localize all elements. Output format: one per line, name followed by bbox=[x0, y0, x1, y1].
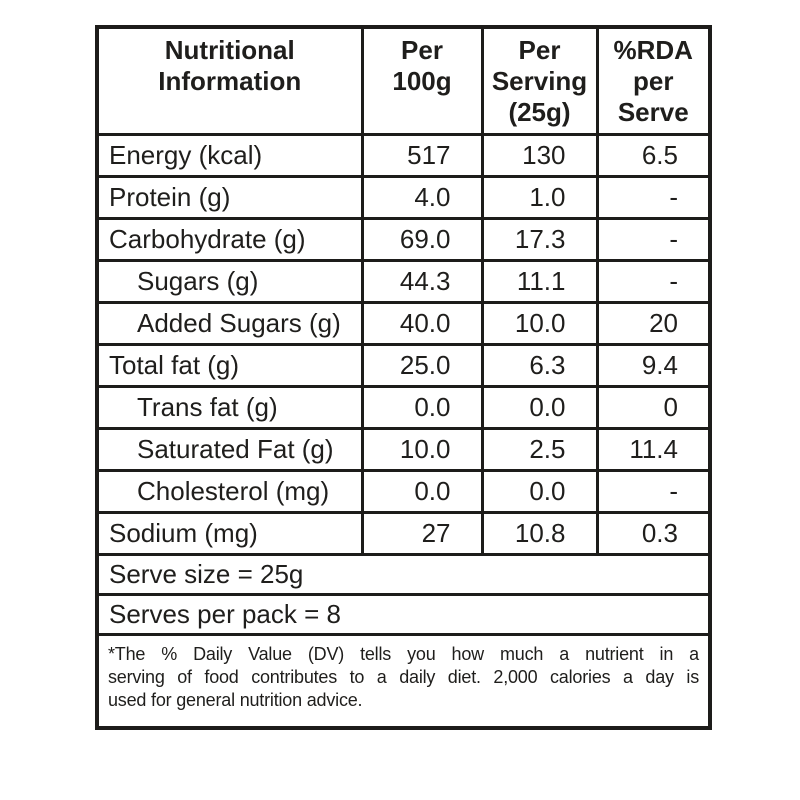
per-serving-value: 17.3 bbox=[480, 216, 599, 262]
footnote-line-1: *The % Daily Value (DV) tells you how mu… bbox=[108, 643, 699, 664]
table-row-trans-fat: Trans fat (g) 0.0 0.0 0 bbox=[95, 384, 712, 430]
table-row-saturated-fat: Saturated Fat (g) 10.0 2.5 11.4 bbox=[95, 426, 712, 472]
table-row-energy: Energy (kcal) 517 130 6.5 bbox=[95, 132, 712, 178]
per-serving-value: 1.0 bbox=[480, 174, 599, 220]
per-100g-value: 40.0 bbox=[360, 300, 484, 346]
footnote-line-3: used for general nutrition advice. bbox=[108, 689, 363, 710]
row-label: Carbohydrate (g) bbox=[95, 216, 364, 262]
per-serving-value: 6.3 bbox=[480, 342, 599, 388]
rda-value: 11.4 bbox=[595, 426, 712, 472]
per-100g-value: 4.0 bbox=[360, 174, 484, 220]
per-100g-value: 10.0 bbox=[360, 426, 484, 472]
daily-value-footnote: *The % Daily Value (DV) tells you how mu… bbox=[95, 632, 712, 730]
rda-value: 0.3 bbox=[595, 510, 712, 556]
per-100g-value: 0.0 bbox=[360, 468, 484, 514]
serves-per-pack-row: Serves per pack = 8 bbox=[95, 592, 712, 636]
row-label: Protein (g) bbox=[95, 174, 364, 220]
rda-value: 0 bbox=[595, 384, 712, 430]
table-row-added-sugars: Added Sugars (g) 40.0 10.0 20 bbox=[95, 300, 712, 346]
row-label: Saturated Fat (g) bbox=[95, 426, 364, 472]
per-100g-value: 69.0 bbox=[360, 216, 484, 262]
rda-value: - bbox=[595, 174, 712, 220]
row-label: Added Sugars (g) bbox=[95, 300, 364, 346]
row-label: Energy (kcal) bbox=[95, 132, 364, 178]
rda-value: 6.5 bbox=[595, 132, 712, 178]
per-100g-value: 25.0 bbox=[360, 342, 484, 388]
per-100g-value: 0.0 bbox=[360, 384, 484, 430]
header-nutritional-information: Nutritional Information bbox=[95, 25, 364, 136]
per-serving-value: 10.0 bbox=[480, 300, 599, 346]
header-rda-per-serve: %RDA per Serve bbox=[595, 25, 712, 136]
header-row: Nutritional Information Per 100g Per Ser… bbox=[95, 25, 712, 136]
row-label: Sodium (mg) bbox=[95, 510, 364, 556]
per-serving-value: 2.5 bbox=[480, 426, 599, 472]
per-serving-value: 0.0 bbox=[480, 468, 599, 514]
row-label: Trans fat (g) bbox=[95, 384, 364, 430]
header-per-100g: Per 100g bbox=[360, 25, 484, 136]
table-row-sugars: Sugars (g) 44.3 11.1 - bbox=[95, 258, 712, 304]
table-row-cholesterol: Cholesterol (mg) 0.0 0.0 - bbox=[95, 468, 712, 514]
row-label: Total fat (g) bbox=[95, 342, 364, 388]
rda-value: - bbox=[595, 258, 712, 304]
rda-value: - bbox=[595, 468, 712, 514]
nutrition-facts-table: Nutritional Information Per 100g Per Ser… bbox=[95, 25, 712, 730]
row-label: Sugars (g) bbox=[95, 258, 364, 304]
rda-value: 9.4 bbox=[595, 342, 712, 388]
serve-size-row: Serve size = 25g bbox=[95, 552, 712, 596]
table-row-total-fat: Total fat (g) 25.0 6.3 9.4 bbox=[95, 342, 712, 388]
per-serving-value: 11.1 bbox=[480, 258, 599, 304]
footnote-row: *The % Daily Value (DV) tells you how mu… bbox=[95, 632, 712, 730]
footnote-line-2: serving of food contributes to a daily d… bbox=[108, 666, 699, 687]
rda-value: - bbox=[595, 216, 712, 262]
table-row-protein: Protein (g) 4.0 1.0 - bbox=[95, 174, 712, 220]
serves-per-pack-text: Serves per pack = 8 bbox=[95, 592, 712, 636]
per-serving-value: 0.0 bbox=[480, 384, 599, 430]
per-serving-value: 10.8 bbox=[480, 510, 599, 556]
per-serving-value: 130 bbox=[480, 132, 599, 178]
table-row-sodium: Sodium (mg) 27 10.8 0.3 bbox=[95, 510, 712, 556]
table-row-carbohydrate: Carbohydrate (g) 69.0 17.3 - bbox=[95, 216, 712, 262]
per-100g-value: 44.3 bbox=[360, 258, 484, 304]
per-100g-value: 27 bbox=[360, 510, 484, 556]
row-label: Cholesterol (mg) bbox=[95, 468, 364, 514]
rda-value: 20 bbox=[595, 300, 712, 346]
serve-size-text: Serve size = 25g bbox=[95, 552, 712, 596]
header-per-serving: Per Serving (25g) bbox=[480, 25, 599, 136]
per-100g-value: 517 bbox=[360, 132, 484, 178]
